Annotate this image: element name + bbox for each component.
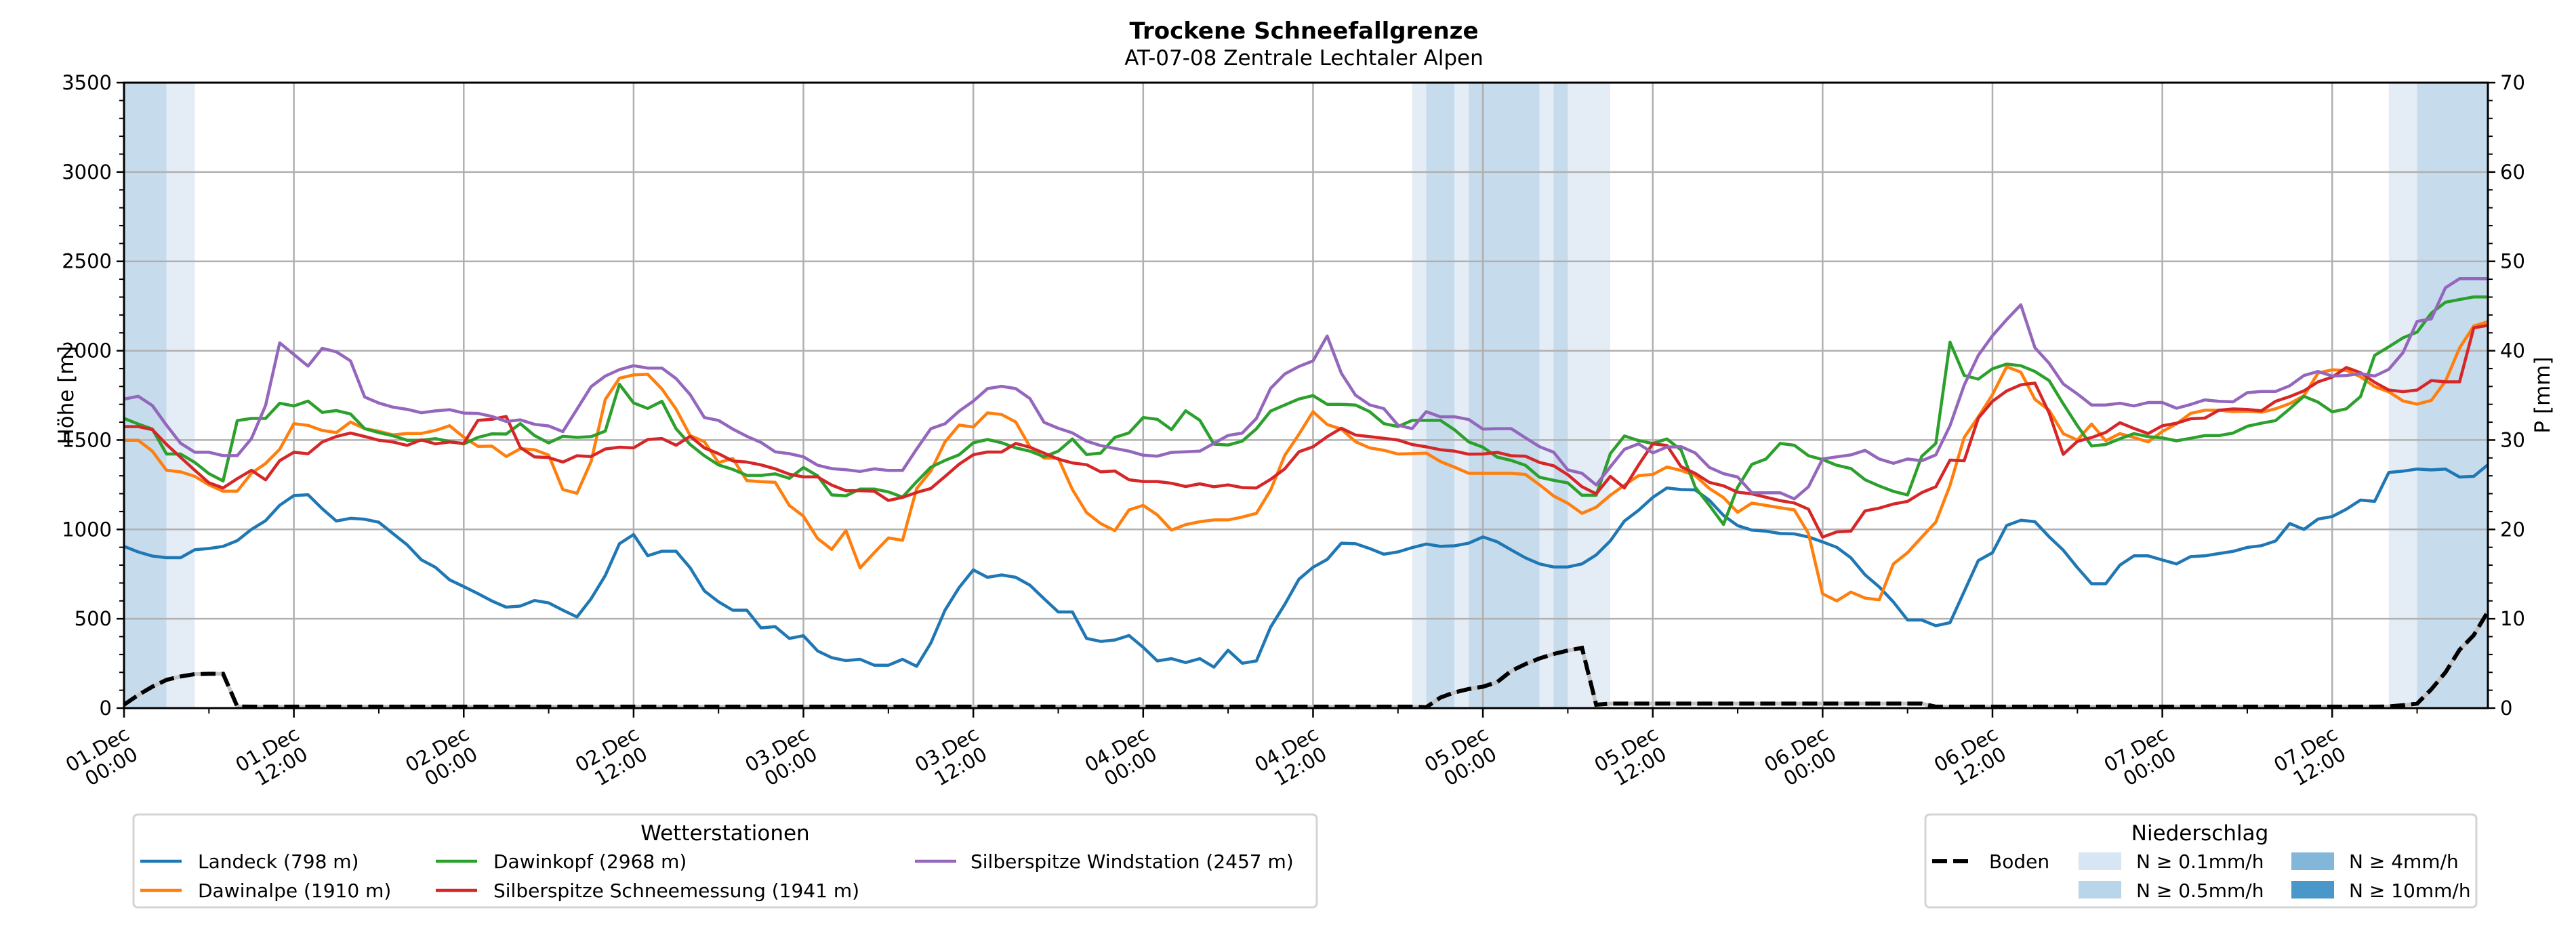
series-line-3 — [124, 323, 2489, 539]
legend-label-4: N ≥ 4mm/h — [2349, 850, 2459, 873]
legend-stations-title: Wetterstationen — [640, 821, 809, 846]
y-right-tick-label: 60 — [2500, 161, 2525, 184]
series-line-2 — [123, 295, 2488, 527]
legend-swatch-05 — [2079, 881, 2121, 899]
y-right-tick-label: 40 — [2500, 339, 2525, 363]
legend-precipitation-title: Niederschlag — [2131, 821, 2269, 846]
series-line-4 — [123, 277, 2488, 501]
y-tick-label: 1500 — [62, 428, 112, 451]
legend-label-landeck: Landeck (798 m) — [198, 850, 359, 873]
legend-item: Landeck (798 m) — [140, 850, 359, 873]
legend-label-silberspitze-windstation: Silberspitze Windstation (2457 m) — [970, 850, 1294, 873]
y-tick-label: 0 — [100, 697, 112, 720]
legend-item-boden: Boden — [1932, 850, 2049, 873]
legend-swatch-01 — [2079, 852, 2121, 870]
legend-item: Dawinkopf (2968 m) — [436, 850, 687, 873]
y-tick-label: 3500 — [62, 71, 112, 94]
plot-frame — [123, 81, 2489, 709]
precipitation-band — [1454, 83, 1469, 708]
legend-precipitation: Niederschlag Boden N ≥ 0.1mm/h N ≥ 0.5mm… — [1924, 813, 2478, 909]
y-tick-label: 2500 — [62, 250, 112, 273]
y-axis-label-right: P [mm] — [2531, 356, 2555, 433]
legend-label-05: N ≥ 0.5mm/h — [2136, 880, 2264, 902]
grid — [124, 83, 2488, 708]
legend-item: Silberspitze Schneemessung (1941 m) — [436, 880, 859, 902]
boden-line — [123, 611, 2490, 709]
precipitation-band — [1469, 83, 1540, 708]
series-lines — [123, 277, 2490, 709]
legend-item-precip-05: N ≥ 0.5mm/h — [2079, 880, 2264, 902]
legend-label-01: N ≥ 0.1mm/h — [2136, 850, 2264, 873]
legend-item: Silberspitze Windstation (2457 m) — [915, 850, 1294, 873]
precipitation-band — [1426, 83, 1455, 708]
precipitation-band — [2417, 83, 2488, 708]
legend-label-dawinalpe: Dawinalpe (1910 m) — [198, 880, 391, 902]
legend-item-precip-01: N ≥ 0.1mm/h — [2079, 850, 2264, 873]
chart-subtitle: AT-07-08 Zentrale Lechtaler Alpen — [1124, 46, 1484, 70]
legend-stations-box — [132, 813, 1318, 909]
precipitation-band — [1553, 83, 1568, 708]
legend-label-dawinkopf: Dawinkopf (2968 m) — [493, 850, 687, 873]
legend-item: Dawinalpe (1910 m) — [140, 880, 391, 902]
legend-precipitation-box — [1924, 813, 2478, 909]
precipitation-band — [1568, 83, 1611, 708]
precipitation-band — [1412, 83, 1427, 708]
precipitation-bands — [124, 83, 2488, 708]
y-right-tick-label: 0 — [2500, 697, 2512, 720]
legend-swatch-4 — [2291, 852, 2334, 870]
y-right-tick-label: 50 — [2500, 250, 2525, 273]
y-tick-label: 1000 — [62, 518, 112, 541]
legend-label-silberspitze-schneemessung: Silberspitze Schneemessung (1941 m) — [493, 880, 859, 902]
precipitation-band — [166, 83, 195, 708]
precipitation-band — [1539, 83, 1554, 708]
y-axis-label: Höhe [m] — [54, 346, 79, 444]
legend-item-precip-4: N ≥ 4mm/h — [2291, 850, 2459, 873]
y-right-tick-label: 30 — [2500, 428, 2525, 451]
y-right-tick-label: 20 — [2500, 518, 2525, 541]
precipitation-band — [124, 83, 167, 708]
legend-item-precip-10: N ≥ 10mm/h — [2291, 880, 2471, 902]
legend-swatch-10 — [2291, 881, 2334, 899]
legend-label-boden: Boden — [1989, 850, 2049, 873]
y-tick-label: 500 — [75, 607, 112, 630]
legend-label-10: N ≥ 10mm/h — [2349, 880, 2471, 902]
series-line-1 — [124, 320, 2489, 603]
y-right-tick-label: 10 — [2500, 607, 2525, 630]
series-line-0 — [123, 463, 2489, 669]
legend-stations: Wetterstationen Landeck (798 m) Dawinalp… — [132, 813, 1318, 909]
y-tick-label: 3000 — [62, 161, 112, 184]
chart-title: Trockene Schneefallgrenze — [1129, 18, 1478, 45]
y-right-tick-label: 70 — [2500, 71, 2525, 94]
y-tick-label: 2000 — [62, 339, 112, 363]
